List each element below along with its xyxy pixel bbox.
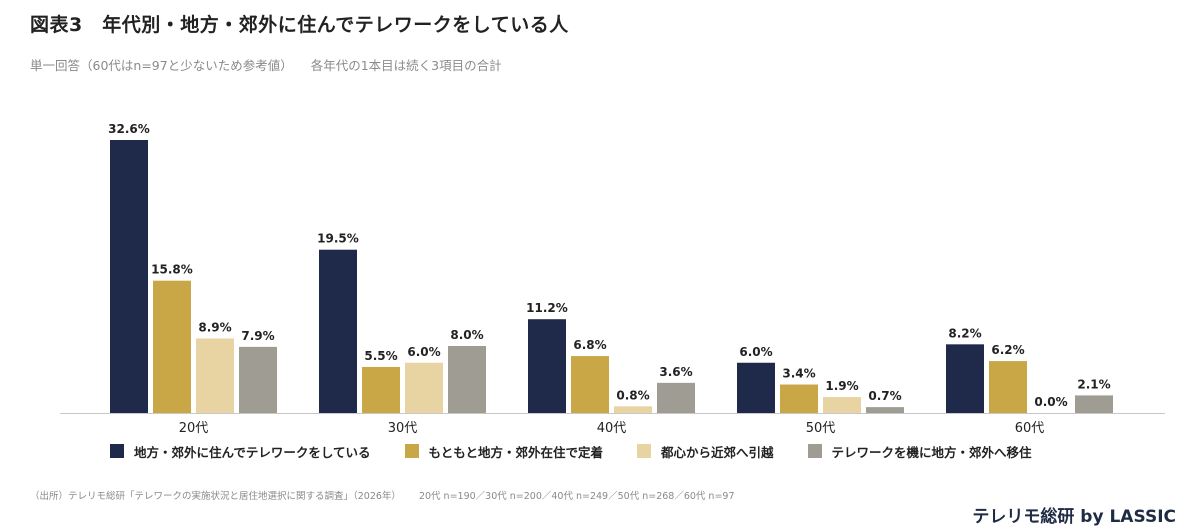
legend-item-0: 地方・郊外に住んでテレワークをしている [110, 442, 371, 461]
legend-label-1: もともと地方・郊外在住で定着 [428, 444, 604, 460]
bar-chart: 32.6% 15.8% 8.9% 7.9% 20代 19.5% 5.5% 6.0% 8.0% 30… [60, 122, 1165, 436]
chart-title: 図表3 年代別・地方・郊外に住んでテレワークをしている人 [30, 14, 569, 36]
data-label-1-0: 19.5% [317, 232, 359, 246]
bar-1-0 [319, 249, 357, 413]
legend-swatch-1 [404, 444, 419, 458]
bar-0-2 [196, 338, 234, 413]
data-label-4-2: 0.0% [1034, 395, 1067, 409]
bar-0-3 [239, 346, 277, 413]
bar-1-3 [448, 346, 486, 413]
x-tick-label-2: 40代 [597, 421, 627, 436]
bar-3-0 [737, 362, 775, 413]
subtitle-text: 単一回答（60代はn=97と少ないため参考値） [30, 58, 293, 73]
data-label-0-3: 7.9% [241, 329, 274, 343]
brand-logo-text: テレリモ総研 by LASSIC [972, 507, 1176, 527]
x-tick-label-0: 20代 [179, 421, 209, 436]
data-label-1-2: 6.0% [407, 345, 440, 359]
data-label-2-0: 11.2% [526, 301, 568, 315]
bar-2-2 [614, 406, 652, 413]
footnote-source: （出所）テレリモ総研「テレワークの実施状況と居住地選択に関する調査」（2026年… [30, 491, 401, 502]
legend-item-3: テレワークを機に地方・郊外へ移住 [807, 442, 1032, 461]
data-label-3-0: 6.0% [739, 345, 772, 359]
data-label-3-1: 3.4% [782, 367, 815, 381]
footnote-sample-sizes: 20代 n=190／30代 n=200／40代 n=249／50代 n=268／… [418, 491, 735, 502]
x-tick-label-3: 50代 [806, 421, 836, 436]
chart-subtitle: 単一回答（60代はn=97と少ないため参考値） 各年代の1本目は続く3項目の合計 [30, 55, 502, 74]
legend-item-1: もともと地方・郊外在住で定着 [404, 442, 604, 461]
footnote: （出所）テレリモ総研「テレワークの実施状況と居住地選択に関する調査」（2026年… [30, 488, 735, 502]
legend-label-2: 都心から近郊へ引越 [661, 444, 774, 460]
legend-label-3: テレワークを機に地方・郊外へ移住 [831, 444, 1032, 460]
bar-1-2 [405, 362, 443, 413]
bar-2-1 [571, 356, 609, 413]
data-label-0-0: 32.6% [108, 122, 150, 136]
bar-3-1 [780, 384, 818, 413]
legend-swatch-0 [110, 444, 124, 458]
data-label-2-1: 6.8% [573, 338, 606, 352]
legend: 地方・郊外に住んでテレワークをしている もともと地方・郊外在住で定着 都心から近… [110, 440, 1066, 462]
data-label-2-2: 0.8% [616, 388, 649, 402]
legend-label-0: 地方・郊外に住んでテレワークをしている [134, 444, 371, 460]
data-label-0-1: 15.8% [151, 263, 193, 277]
x-tick-label-4: 60代 [1015, 421, 1045, 436]
bar-2-3 [657, 382, 695, 413]
data-label-4-1: 6.2% [991, 343, 1024, 357]
legend-swatch-3 [807, 444, 822, 458]
bar-0-0 [110, 140, 148, 413]
data-label-4-0: 8.2% [948, 326, 981, 340]
bar-3-2 [823, 397, 861, 413]
data-label-3-3: 0.7% [868, 389, 901, 403]
bar-1-1 [362, 366, 400, 413]
subtitle-note: 各年代の1本目は続く3項目の合計 [310, 58, 502, 73]
x-tick-label-1: 30代 [388, 421, 418, 436]
bar-4-0 [946, 344, 984, 413]
data-label-1-1: 5.5% [364, 349, 397, 363]
data-label-0-2: 8.9% [198, 320, 231, 334]
data-label-4-3: 2.1% [1077, 377, 1110, 391]
bar-4-3 [1075, 395, 1113, 413]
legend-swatch-2 [637, 444, 652, 458]
legend-item-2: 都心から近郊へ引越 [637, 442, 774, 461]
bar-3-3 [866, 407, 904, 413]
bar-4-1 [989, 361, 1027, 413]
bar-2-0 [528, 319, 566, 413]
data-label-3-2: 1.9% [825, 379, 858, 393]
data-label-2-3: 3.6% [659, 365, 692, 379]
bar-0-1 [153, 280, 191, 413]
data-label-1-3: 8.0% [450, 328, 483, 342]
